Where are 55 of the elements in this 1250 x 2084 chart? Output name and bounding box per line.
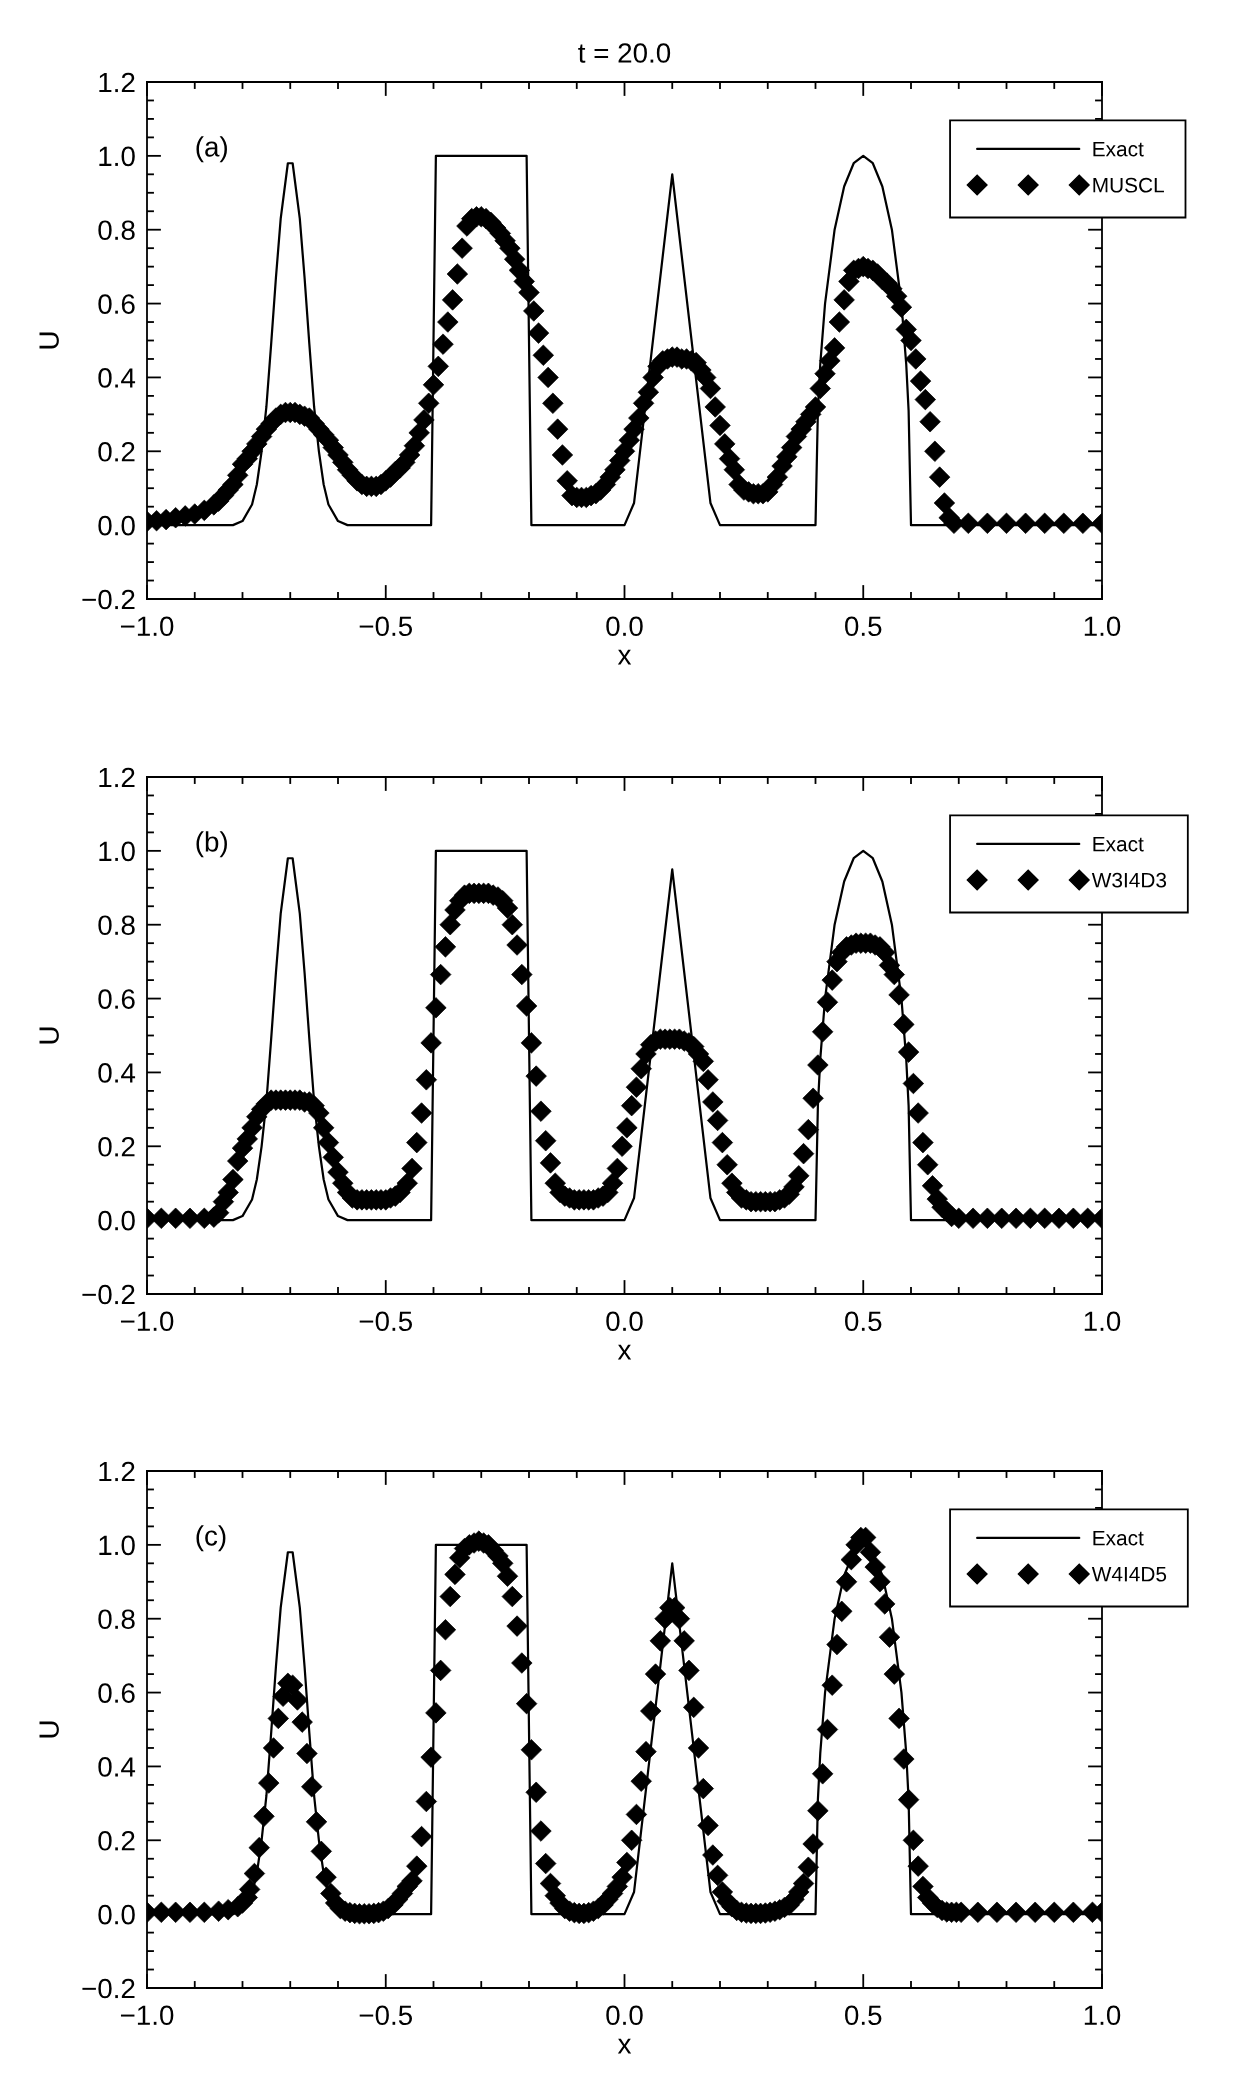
- x-axis-title: x: [617, 1344, 632, 1360]
- y-tick-label: 0.4: [98, 368, 136, 388]
- x-tick-label: 0.5: [845, 616, 882, 637]
- y-tick-label: 0.0: [98, 1210, 135, 1231]
- annotation: (a): [196, 136, 227, 163]
- x-tick-label: 1.0: [1084, 616, 1121, 637]
- y-tick-label: −0.2: [82, 589, 135, 610]
- legend-label: Exact: [1093, 1530, 1144, 1546]
- x-axis-title: x: [617, 2038, 632, 2054]
- y-tick-label: 1.0: [99, 841, 135, 862]
- y-tick-label: 0.8: [98, 915, 135, 936]
- legend-label: W4I4D5: [1091, 1567, 1167, 1582]
- x-axis-title: x: [617, 649, 632, 665]
- x-tick-label: 0.0: [606, 1311, 643, 1332]
- y-axis-title: U: [39, 1027, 59, 1044]
- y-tick-label: 0.4: [98, 1757, 136, 1777]
- x-tick-label: −0.5: [359, 616, 412, 637]
- y-tick-label: 0.0: [98, 515, 135, 536]
- chart-title: t = 20.0: [578, 43, 671, 63]
- x-tick-label: 0.0: [606, 616, 643, 637]
- x-tick-label: 0.5: [845, 2005, 882, 2026]
- x-tick-label: −1.0: [120, 1311, 174, 1332]
- x-tick-label: 0.0: [606, 2005, 643, 2026]
- y-tick-label: 0.6: [98, 989, 135, 1009]
- y-tick-label: 0.6: [98, 294, 135, 314]
- x-tick-label: −1.0: [120, 2005, 174, 2026]
- annotation: (b): [196, 831, 227, 858]
- y-tick-label: 0.2: [98, 1136, 135, 1157]
- x-tick-label: −1.0: [120, 616, 174, 637]
- y-axis-title: U: [39, 1721, 59, 1738]
- y-tick-label: 0.2: [98, 441, 135, 462]
- x-tick-label: −0.5: [359, 1311, 412, 1332]
- annotation: (c): [196, 1525, 226, 1552]
- y-tick-label: 1.0: [99, 146, 135, 167]
- y-tick-label: −0.2: [82, 1978, 135, 1999]
- y-tick-label: 0.4: [98, 1063, 136, 1083]
- legend-label: MUSCL: [1093, 177, 1164, 193]
- y-axis-title: U: [39, 332, 59, 349]
- y-tick-label: 1.2: [99, 72, 135, 93]
- y-tick-label: 0.0: [98, 1904, 135, 1925]
- y-tick-label: 1.2: [99, 767, 135, 788]
- y-tick-label: 1.2: [99, 1461, 135, 1482]
- x-tick-label: 0.5: [845, 1311, 882, 1332]
- legend-label: Exact: [1093, 836, 1144, 852]
- x-tick-label: 1.0: [1084, 1311, 1121, 1332]
- y-tick-label: 0.2: [98, 1830, 135, 1851]
- y-tick-label: 0.8: [98, 220, 135, 241]
- y-tick-label: −0.2: [82, 1284, 135, 1305]
- legend-label: W3I4D3: [1091, 872, 1167, 888]
- x-tick-label: 1.0: [1084, 2005, 1121, 2026]
- x-tick-label: −0.5: [359, 2005, 412, 2026]
- y-tick-label: 0.8: [98, 1609, 135, 1630]
- legend-label: Exact: [1093, 141, 1144, 157]
- y-tick-label: 0.6: [98, 1683, 135, 1703]
- y-tick-label: 1.0: [99, 1535, 135, 1556]
